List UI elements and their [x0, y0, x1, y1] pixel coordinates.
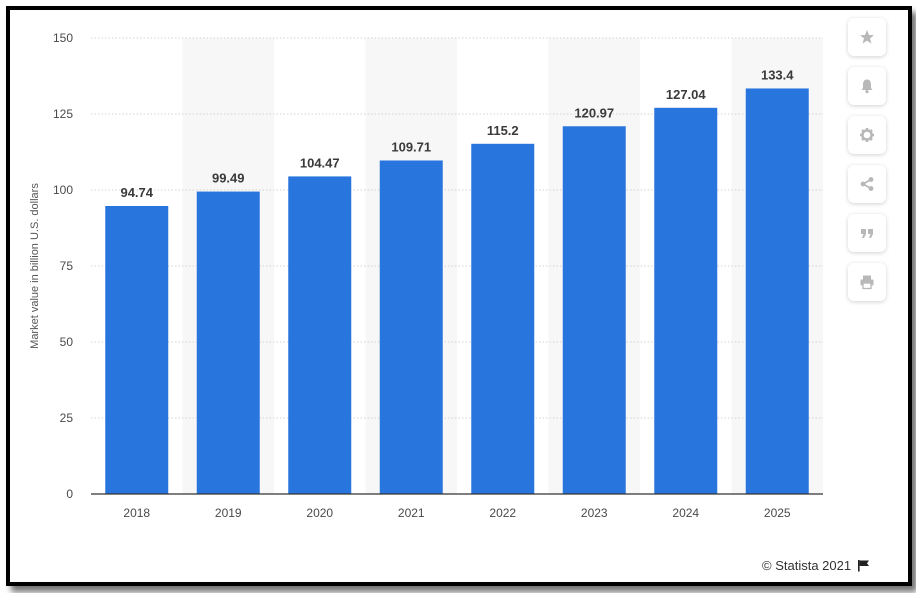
data-label: 133.4	[761, 67, 794, 82]
chart-frame: 0 25 50 75 100 125 150 94.74 2018 99.49 2019 104.47…	[6, 6, 912, 586]
flag-icon[interactable]	[857, 559, 870, 572]
gear-icon	[860, 128, 874, 142]
x-tick-label: 2020	[306, 506, 333, 520]
y-axis-title: Market value in billion U.S. dollars	[29, 183, 41, 349]
notification-button[interactable]	[848, 67, 886, 105]
data-label: 127.04	[666, 87, 707, 102]
bar-chart: 0 25 50 75 100 125 150 94.74 2018 99.49 2019 104.47…	[29, 31, 823, 520]
print-button[interactable]	[848, 263, 886, 301]
x-tick-label: 2024	[672, 506, 699, 520]
y-tick-label: 100	[53, 183, 73, 197]
bar	[745, 88, 809, 495]
x-tick-label: 2019	[215, 506, 242, 520]
bar	[471, 143, 535, 495]
share-button[interactable]	[848, 165, 886, 203]
bar	[288, 176, 352, 494]
bar	[654, 107, 718, 494]
x-tick-label: 2023	[581, 506, 608, 520]
y-tick-label: 50	[60, 335, 74, 349]
x-tick-label: 2021	[398, 506, 425, 520]
data-label: 94.74	[120, 185, 153, 200]
bar	[379, 160, 443, 494]
bar	[105, 205, 169, 494]
y-tick-label: 125	[53, 107, 73, 121]
share-icon	[860, 177, 874, 191]
x-tick-label: 2025	[764, 506, 791, 520]
bar	[196, 191, 260, 494]
data-label: 99.49	[212, 171, 245, 186]
x-tick-label: 2018	[123, 506, 150, 520]
favorite-button[interactable]	[848, 18, 886, 56]
cite-button[interactable]	[848, 214, 886, 252]
data-label: 104.47	[300, 155, 340, 170]
x-tick-label: 2022	[489, 506, 516, 520]
bell-icon	[861, 79, 873, 94]
statista-credit[interactable]: © Statista 2021	[762, 558, 870, 573]
y-tick-label: 25	[60, 411, 74, 425]
data-label: 120.97	[574, 105, 614, 120]
bar	[562, 126, 626, 495]
credit-text: © Statista 2021	[762, 558, 852, 573]
y-tick-label: 0	[66, 487, 73, 501]
star-icon	[860, 30, 874, 44]
quote-icon	[861, 229, 873, 238]
settings-button[interactable]	[848, 116, 886, 154]
print-icon	[860, 275, 874, 290]
y-tick-label: 75	[60, 259, 74, 273]
chart-toolbar	[848, 18, 888, 312]
data-label: 115.2	[487, 123, 519, 138]
data-label: 109.71	[391, 139, 431, 154]
y-tick-label: 150	[53, 31, 73, 45]
